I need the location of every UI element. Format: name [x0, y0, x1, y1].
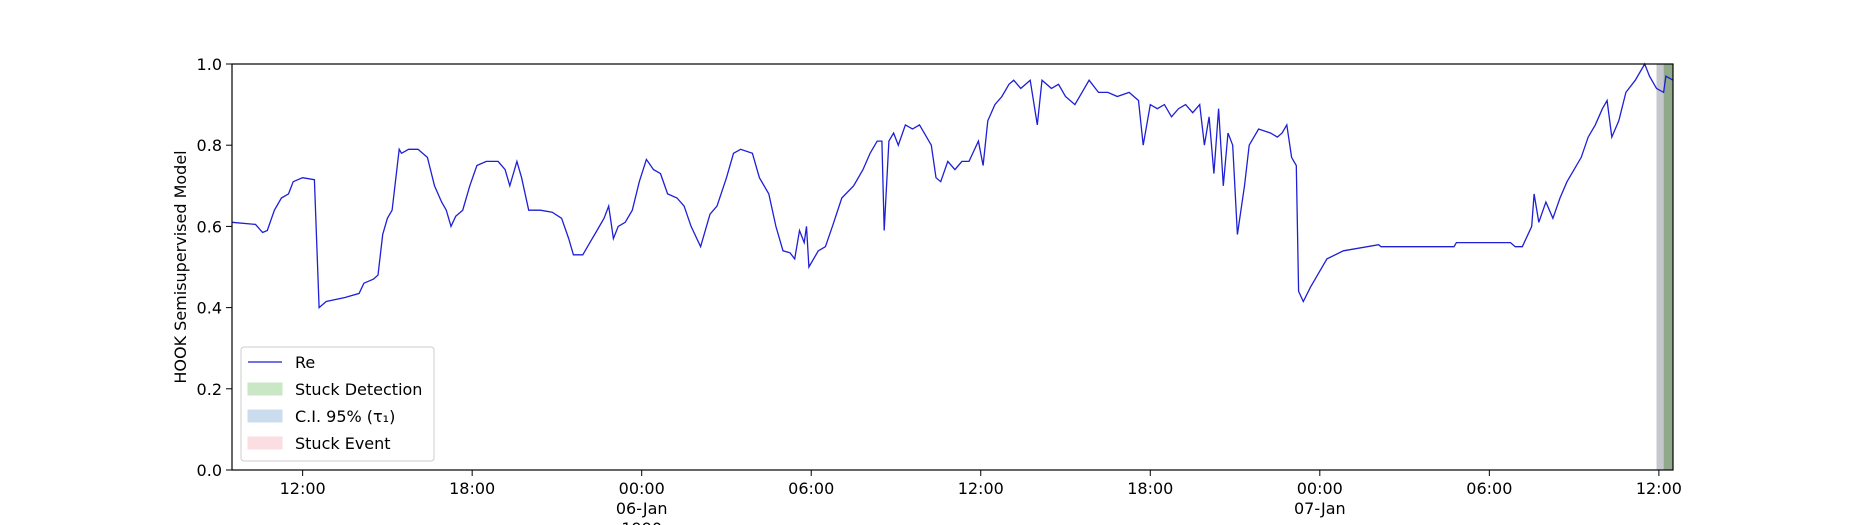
data-line — [231, 62, 1674, 309]
legend-label: Re — [295, 353, 315, 372]
x-tick-label: 06:00 — [788, 479, 834, 498]
y-tick-label: 0.0 — [197, 461, 222, 480]
y-tick-label: 0.6 — [197, 217, 222, 236]
plot-frame — [231, 63, 1674, 471]
legend: Re Stuck Detection C.I. 95% (τ₁) Stuck Even… — [240, 346, 435, 462]
y-tick-label: 0.4 — [197, 299, 222, 318]
legend-label: Stuck Event — [295, 434, 391, 453]
legend-label: Stuck Detection — [295, 380, 422, 399]
legend-patch — [247, 436, 283, 450]
x-tick-label: 06:00 — [1466, 479, 1512, 498]
legend-box — [240, 346, 435, 462]
x-tick-label: 12:00 — [958, 479, 1004, 498]
region-span — [1663, 64, 1673, 470]
x-tick-label: 18:00 — [449, 479, 495, 498]
x-tick-label: 00:00 07-Jan — [1294, 479, 1346, 518]
legend-patch — [247, 382, 283, 396]
legend-patch — [247, 409, 283, 423]
x-tick-label: 12:00 — [280, 479, 326, 498]
y-axis-label: HOOK Semisupervised Model — [171, 150, 190, 383]
y-tick-label: 0.8 — [197, 136, 222, 155]
legend-label: C.I. 95% (τ₁) — [295, 407, 395, 426]
x-tick-label: 12:00 — [1636, 479, 1682, 498]
y-tick-label: 1.0 — [197, 55, 222, 74]
y-tick-label: 0.2 — [197, 380, 222, 399]
region-span — [1656, 64, 1664, 470]
x-tick-label: 18:00 — [1127, 479, 1173, 498]
